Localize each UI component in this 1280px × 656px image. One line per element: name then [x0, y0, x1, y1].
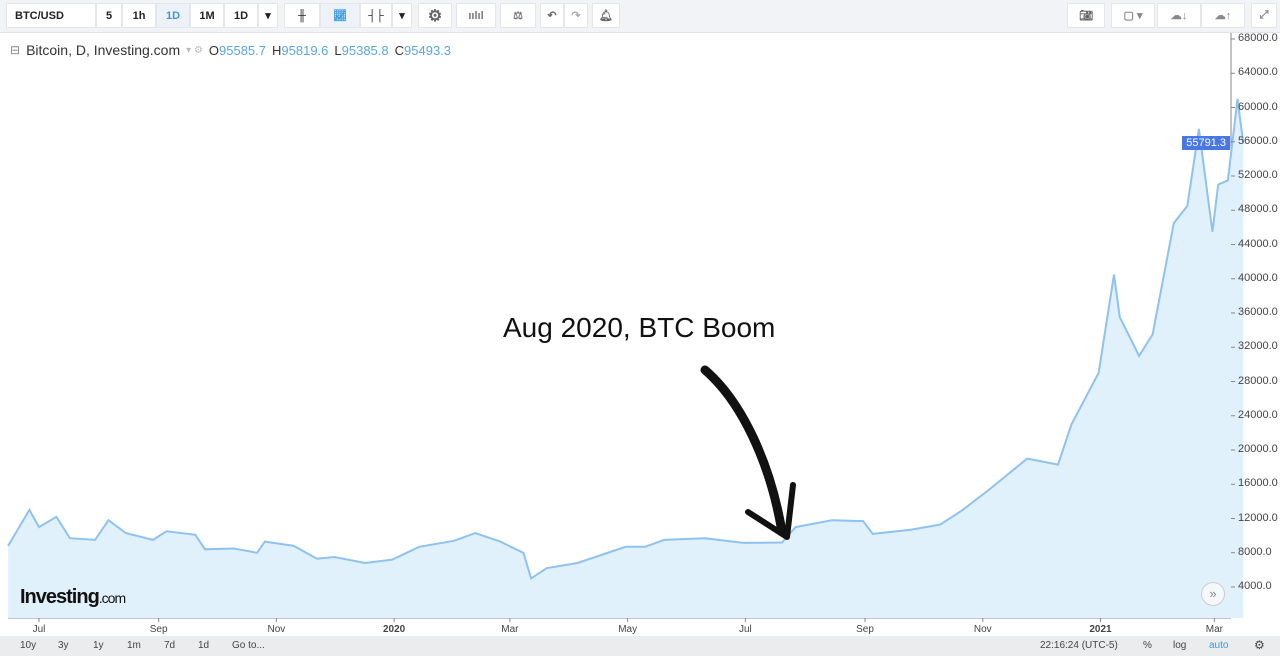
close-value: 95493.3 — [404, 43, 452, 58]
y-tick-label: 64000.0 — [1238, 66, 1278, 79]
cloud-download-icon[interactable]: ☁↓ — [1157, 3, 1201, 28]
interval-select[interactable]: 1D — [224, 3, 258, 28]
y-tick-label: 68000.0 — [1238, 32, 1278, 44]
redo-icon[interactable]: ↷ — [564, 3, 588, 28]
interval-1d[interactable]: 1D — [156, 3, 190, 28]
range-10y[interactable]: 10y — [20, 640, 37, 651]
percent-toggle[interactable]: % — [1143, 640, 1152, 651]
auto-toggle[interactable]: auto — [1209, 640, 1229, 651]
cloud-upload-icon[interactable]: ☁↑ — [1201, 3, 1245, 28]
x-tick-label: 2021 — [1089, 624, 1112, 635]
y-tick-label: 32000.0 — [1238, 340, 1278, 353]
y-tick-label: 24000.0 — [1238, 408, 1278, 421]
collapse-icon[interactable]: ⊟ — [10, 43, 21, 57]
high-label: H — [272, 43, 282, 58]
chart-legend: ⊟ Bitcoin, D, Investing.com ▾ ⚙ O95585.7… — [10, 42, 451, 58]
price-area — [8, 98, 1244, 618]
toolbar: BTC/USD 5 1h 1D 1M 1D ▾ ╫ 📈︎ ┤├ ▾ ⚙ ıılı… — [0, 0, 1280, 33]
interval-5[interactable]: 5 — [96, 3, 122, 28]
undo-icon[interactable]: ↶ — [540, 3, 564, 28]
chevron-down-icon[interactable]: ▾ ⚙ — [186, 44, 203, 56]
y-tick-label: 56000.0 — [1238, 134, 1278, 147]
clock: 22:16:24 (UTC-5) — [1040, 640, 1118, 651]
gear-icon[interactable]: ⚙ — [418, 3, 452, 28]
open-label: O — [208, 43, 220, 58]
open-value: 95585.7 — [219, 43, 267, 58]
range-1d[interactable]: 1d — [198, 640, 210, 651]
y-tick-label: 52000.0 — [1238, 169, 1278, 181]
candles-icon[interactable]: ╫ — [284, 3, 320, 28]
x-tick-label: Sep — [149, 624, 168, 635]
range-7d[interactable]: 7d — [164, 640, 176, 651]
chevron-down-icon[interactable]: ▾ — [258, 3, 278, 28]
x-tick-label: Nov — [973, 624, 992, 635]
range-3y[interactable]: 3y — [58, 640, 69, 651]
annotation-text: Aug 2020, BTC Boom — [503, 312, 776, 343]
y-tick-label: 44000.0 — [1238, 237, 1278, 250]
x-tick-label: Sep — [856, 624, 874, 635]
series-title[interactable]: Bitcoin, D, Investing.com — [26, 42, 181, 58]
y-tick-label: 8000.0 — [1238, 545, 1272, 558]
annotation-arrowhead — [745, 482, 796, 540]
log-toggle[interactable]: log — [1173, 640, 1187, 651]
y-tick-label: 60000.0 — [1238, 100, 1278, 113]
low-value: 95385.8 — [341, 43, 389, 58]
camera-icon[interactable]: 📷︎ — [1067, 3, 1105, 28]
x-tick-label: May — [618, 624, 638, 635]
x-tick-label: 2020 — [382, 624, 406, 635]
low-label: L — [334, 43, 342, 58]
x-tick-label: Jul — [32, 624, 46, 635]
line-chart-icon[interactable]: 📈︎ — [320, 3, 360, 28]
bars-icon[interactable]: ┤├ — [360, 3, 392, 28]
close-label: C — [394, 43, 405, 58]
scroll-right-button[interactable]: » — [1201, 582, 1225, 606]
investing-logo: Investing.com — [20, 586, 126, 608]
x-tick-label: Jul — [738, 624, 752, 635]
y-tick-label: 40000.0 — [1238, 271, 1278, 284]
chevron-down-icon[interactable]: ▾ — [392, 3, 412, 28]
annotation-arrow — [700, 365, 787, 537]
settings-icon[interactable]: ⚙ — [1254, 638, 1265, 652]
y-tick-label: 36000.0 — [1238, 306, 1278, 318]
interval-1m[interactable]: 1M — [190, 3, 224, 28]
symbol-input[interactable]: BTC/USD — [6, 3, 96, 28]
y-tick-label: 16000.0 — [1238, 477, 1278, 490]
range-1m[interactable]: 1m — [127, 640, 141, 651]
interval-1h[interactable]: 1h — [122, 3, 156, 28]
y-tick-label: 20000.0 — [1238, 443, 1278, 455]
x-tick-label: Mar — [501, 624, 519, 635]
indicators-icon[interactable]: ıılıl — [456, 3, 496, 28]
x-tick-label: Nov — [267, 624, 286, 635]
y-tick-label: 12000.0 — [1238, 511, 1278, 524]
y-tick-label: 48000.0 — [1238, 203, 1278, 216]
x-tick-label: Mar — [1205, 624, 1223, 635]
last-price-tag: 55791.3 — [1182, 135, 1230, 150]
goto-button[interactable]: Go to... — [232, 640, 265, 651]
price-line — [7, 98, 1245, 580]
y-tick-label: 28000.0 — [1238, 374, 1278, 387]
compare-icon[interactable]: ⚖ — [500, 3, 536, 28]
layout-select[interactable]: ▢ ▾ — [1111, 3, 1155, 28]
bottom-bar: 10y 3y 1y 1m 7d 1d Go to... 22:16:24 (UT… — [0, 636, 1280, 656]
high-value: 95819.6 — [281, 43, 329, 58]
fullscreen-icon[interactable]: ⤢ — [1251, 3, 1277, 28]
alert-bell-icon[interactable]: 🔔︎ — [592, 3, 620, 28]
range-1y[interactable]: 1y — [93, 640, 104, 651]
y-tick-label: 4000.0 — [1238, 580, 1272, 592]
